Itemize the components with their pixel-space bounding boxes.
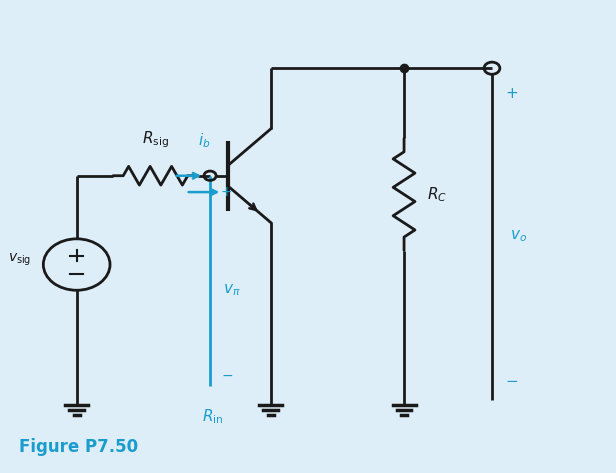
Text: $-$: $-$: [505, 372, 519, 386]
Text: $R_\mathsf{sig}$: $R_\mathsf{sig}$: [142, 130, 169, 150]
Text: $R_\mathsf{in}$: $R_\mathsf{in}$: [203, 407, 224, 426]
Text: $R_C$: $R_C$: [427, 185, 447, 204]
Text: $v_o$: $v_o$: [510, 228, 527, 245]
Text: +: +: [221, 185, 233, 199]
Text: $+$: $+$: [505, 87, 519, 101]
Text: $-$: $-$: [221, 368, 233, 381]
Text: $v_\pi$: $v_\pi$: [224, 282, 241, 298]
Text: $v_\mathsf{sig}$: $v_\mathsf{sig}$: [8, 252, 31, 268]
Text: Figure P7.50: Figure P7.50: [19, 438, 138, 456]
Text: $i_b$: $i_b$: [198, 131, 210, 150]
